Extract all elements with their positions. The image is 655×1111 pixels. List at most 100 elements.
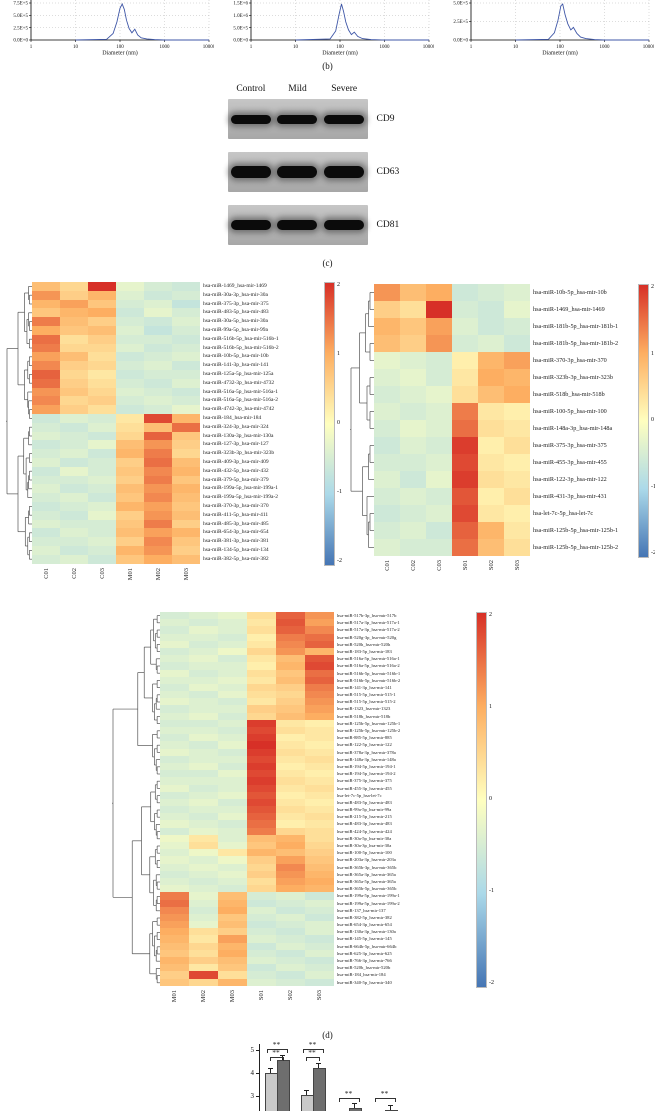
heatmap-column-label-slot: M03	[172, 568, 200, 592]
heatmap-row-label: hsa-miR-516b-5p_hsa-mir-516b-1	[203, 335, 279, 342]
panel-c-label: (c)	[322, 258, 333, 268]
western-blot-row: CD81	[227, 205, 428, 245]
heatmap-cell	[160, 842, 189, 850]
heatmap-cell	[276, 719, 305, 727]
heatmap-row	[32, 537, 200, 546]
heatmap-cell	[305, 748, 334, 756]
heatmap-cell	[189, 913, 218, 922]
heatmap-cell	[218, 877, 247, 886]
heatmap-cell	[247, 906, 276, 914]
heatmap-cell	[426, 335, 452, 352]
heatmap-cell	[144, 449, 172, 458]
heatmap-cell	[218, 762, 247, 771]
heatmap-row	[160, 978, 334, 986]
heatmap-cell	[247, 913, 276, 922]
heatmap-cell	[189, 619, 218, 627]
heatmap-row	[374, 522, 530, 539]
heatmap-cell	[305, 633, 334, 641]
heatmap-cell	[116, 352, 144, 362]
heatmap-cell	[247, 971, 276, 979]
heatmap-row-label: hsa-miR-194-5p_hsa-mir-194-1	[337, 763, 396, 769]
heatmap-cell	[172, 378, 200, 388]
heatmap-cell	[116, 290, 144, 300]
heatmap-row-label: hsa-miR-199a-5p_hsa-mir-199a-2	[337, 900, 400, 906]
heatmap-cell	[478, 471, 504, 488]
heatmap-row-label: hsa-miR-381-3p_hsa-mir-381	[203, 538, 269, 545]
heatmap-cell	[160, 906, 189, 914]
heatmap-cell	[218, 949, 247, 957]
heatmap-row	[32, 378, 200, 388]
heatmap-row-labels: hsa-miR-517b-3p_hsa-mir-517b hsa-miR-517a…	[334, 612, 426, 986]
heatmap-cell	[400, 369, 426, 386]
heatmap-cell	[144, 299, 172, 309]
heatmap-control-vs-mild: hsa-miR-1469_hsa-mir-1469 hsa-miR-30a-3p_…	[6, 282, 342, 592]
heatmap-cell	[426, 386, 452, 403]
heatmap-row-label: hsa-miR-30a-3p_hsa-mir-30a	[203, 291, 268, 298]
heatmap-cell	[88, 361, 116, 370]
heatmap-cell	[305, 964, 334, 972]
heatmap-cell	[32, 378, 60, 388]
heatmap-row	[374, 369, 530, 386]
heatmap-row	[374, 352, 530, 369]
protein-band	[277, 114, 318, 124]
heatmap-cell	[116, 457, 144, 467]
heatmap-cell	[160, 784, 189, 792]
heatmap-row-label: hsa-miR-424-5p_hsa-mir-424	[337, 828, 392, 834]
heatmap-row	[160, 870, 334, 878]
heatmap-cell	[478, 437, 504, 454]
heatmap-row	[160, 949, 334, 957]
heatmap-cell	[60, 396, 88, 406]
heatmap-cell	[247, 770, 276, 778]
heatmap-cell	[60, 484, 88, 494]
heatmap-cell	[189, 935, 218, 943]
blot-strip	[227, 99, 368, 139]
heatmap-cell	[305, 755, 334, 763]
heatmap-cell	[478, 488, 504, 505]
heatmap-cell	[60, 519, 88, 529]
heatmap-cell	[305, 863, 334, 871]
heatmap-row	[160, 633, 334, 641]
heatmap-cell	[218, 719, 247, 727]
heatmap-cell	[247, 669, 276, 677]
heatmap-body: hsa-miR-10b-5p_hsa-mir-10b hsa-miR-1469_h…	[350, 284, 655, 558]
heatmap-cell	[426, 505, 452, 522]
heatmap-row-label: hsa-miR-766-3p_hsa-mir-766	[337, 958, 392, 963]
heatmap-cell	[247, 655, 276, 663]
heatmap-cell	[32, 308, 60, 318]
heatmap-cell	[189, 676, 218, 684]
heatmap-cell	[276, 849, 305, 857]
western-blot-block: Control Mild Severe CD9 CD63 CD81	[227, 84, 428, 245]
heatmap-row	[160, 885, 334, 893]
heatmap-cell	[478, 403, 504, 420]
heatmap-cell	[160, 619, 189, 627]
heatmap-cell	[305, 655, 334, 663]
heatmap-cell	[189, 849, 218, 857]
heatmap-cell	[247, 626, 276, 634]
heatmap-cell	[504, 403, 530, 420]
heatmap-cell	[88, 422, 116, 432]
heatmap-cell	[32, 334, 60, 344]
heatmap-row	[160, 770, 334, 778]
heatmap-cell	[32, 413, 60, 423]
heatmap-cell	[305, 784, 334, 792]
heatmap-cell	[218, 798, 247, 807]
heatmap-cell	[32, 282, 60, 291]
y-axis-tick-label: 3	[250, 1091, 255, 1100]
heatmap-cell	[276, 906, 305, 914]
colorbar-tick-label: 2	[489, 612, 492, 618]
x-tick-label: 10	[73, 45, 79, 50]
heatmap-cell	[189, 978, 218, 986]
heatmap-row-label: hsa-miR-100-5p_hsa-mir-100	[337, 850, 392, 856]
heatmap-row	[32, 545, 200, 555]
heatmap-cell	[247, 676, 276, 684]
heatmap-control-vs-severe: hsa-miR-10b-5p_hsa-mir-10b hsa-miR-1469_h…	[350, 284, 655, 584]
heatmap-cell	[116, 484, 144, 494]
heatmap-cell	[247, 612, 276, 620]
heatmap-cell	[189, 921, 218, 929]
protein-band	[324, 166, 365, 178]
heatmap-cell	[305, 906, 334, 914]
heatmap-cell	[218, 834, 247, 842]
western-blot-row: CD63	[227, 152, 428, 192]
heatmap-column-label-slot: C01	[32, 568, 60, 592]
